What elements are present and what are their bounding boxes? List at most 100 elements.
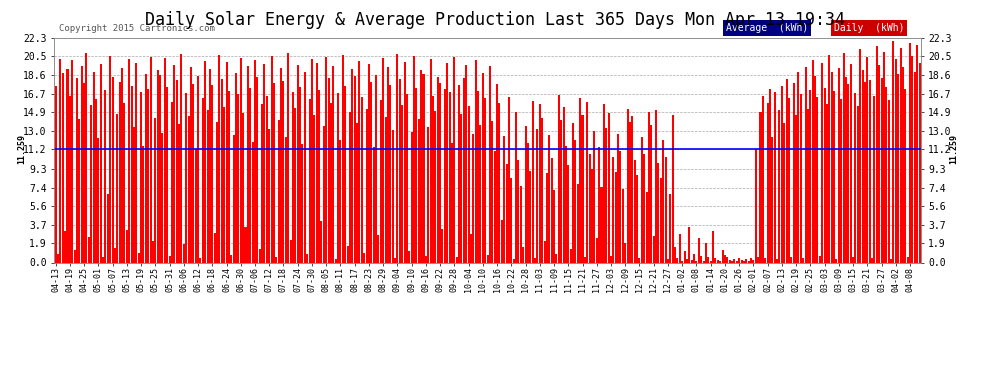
Bar	[722, 251, 724, 262]
Bar	[105, 90, 107, 262]
Bar	[370, 82, 372, 262]
Bar	[423, 74, 425, 262]
Bar	[251, 142, 253, 262]
Bar	[615, 172, 617, 262]
Bar	[741, 261, 742, 262]
Text: 11.259: 11.259	[17, 134, 26, 164]
Bar	[360, 97, 362, 262]
Bar	[472, 134, 474, 262]
Bar	[278, 120, 280, 262]
Bar	[88, 237, 90, 262]
Bar	[268, 129, 270, 262]
Bar	[171, 102, 173, 262]
Bar	[871, 258, 873, 262]
Bar	[149, 57, 151, 262]
Bar	[486, 255, 489, 262]
Bar	[769, 89, 771, 262]
Bar	[330, 103, 332, 262]
Bar	[778, 110, 780, 262]
Bar	[892, 40, 894, 262]
Bar	[90, 105, 92, 262]
Bar	[657, 163, 659, 262]
Bar	[175, 80, 177, 262]
Text: Average  (kWh): Average (kWh)	[726, 23, 808, 33]
Bar	[498, 103, 501, 262]
Bar	[444, 89, 446, 262]
Bar	[513, 260, 515, 262]
Bar	[754, 150, 756, 262]
Bar	[238, 94, 240, 262]
Bar	[601, 187, 603, 262]
Bar	[664, 156, 666, 262]
Bar	[895, 59, 897, 262]
Bar	[589, 153, 591, 262]
Bar	[261, 104, 263, 262]
Bar	[428, 127, 430, 262]
Bar	[632, 116, 634, 262]
Bar	[819, 256, 821, 262]
Bar	[545, 173, 547, 262]
Bar	[883, 52, 885, 262]
Bar	[878, 65, 880, 262]
Bar	[686, 260, 688, 262]
Bar	[112, 77, 114, 262]
Bar	[790, 258, 792, 262]
Bar	[372, 147, 374, 262]
Bar	[287, 53, 289, 262]
Bar	[348, 112, 350, 262]
Bar	[254, 60, 256, 262]
Bar	[890, 260, 892, 262]
Bar	[826, 104, 828, 262]
Text: 11.259: 11.259	[949, 134, 958, 164]
Bar	[446, 63, 448, 262]
Bar	[437, 77, 439, 262]
Bar	[613, 156, 615, 262]
Bar	[501, 220, 503, 262]
Bar	[368, 64, 370, 262]
Bar	[325, 57, 328, 262]
Bar	[394, 258, 396, 262]
Bar	[736, 261, 738, 262]
Bar	[902, 67, 904, 262]
Bar	[912, 56, 914, 262]
Bar	[448, 92, 450, 262]
Bar	[316, 63, 318, 262]
Bar	[745, 260, 747, 262]
Bar	[404, 62, 406, 262]
Bar	[861, 70, 863, 262]
Bar	[683, 251, 685, 262]
Bar	[97, 138, 99, 262]
Bar	[221, 79, 223, 262]
Bar	[634, 160, 636, 262]
Bar	[54, 86, 56, 262]
Bar	[377, 235, 379, 262]
Bar	[306, 254, 308, 262]
Bar	[384, 117, 386, 262]
Bar	[387, 67, 389, 262]
Bar	[593, 131, 595, 262]
Bar	[69, 96, 71, 262]
Bar	[156, 70, 158, 262]
Bar	[669, 194, 671, 262]
Bar	[710, 261, 712, 262]
Bar	[451, 144, 453, 262]
Bar	[508, 97, 510, 262]
Bar	[247, 66, 248, 262]
Bar	[693, 254, 695, 262]
Bar	[707, 258, 709, 262]
Bar	[805, 67, 807, 262]
Bar	[783, 123, 785, 262]
Bar	[530, 171, 532, 262]
Bar	[831, 72, 833, 262]
Bar	[629, 122, 631, 262]
Bar	[479, 125, 481, 262]
Bar	[793, 83, 795, 262]
Bar	[301, 144, 304, 262]
Bar	[532, 101, 534, 262]
Bar	[742, 261, 744, 262]
Bar	[695, 261, 697, 262]
Bar	[192, 84, 194, 262]
Bar	[510, 178, 512, 262]
Bar	[180, 54, 182, 262]
Bar	[727, 258, 729, 262]
